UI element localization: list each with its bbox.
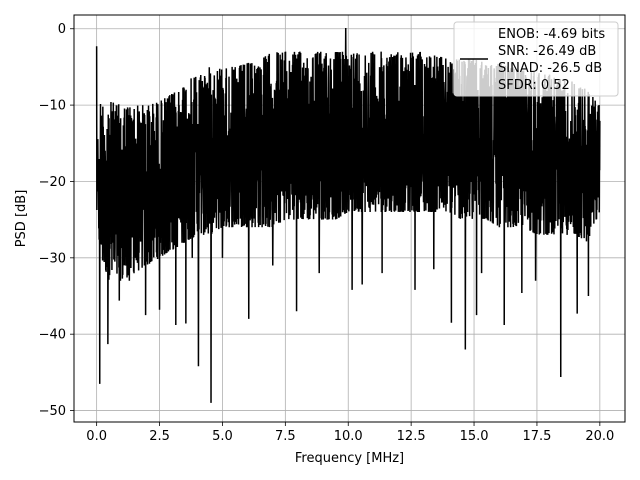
x-tick-label: 5.0 <box>212 429 233 444</box>
x-tick-label: 2.5 <box>149 429 170 444</box>
x-tick-label: 15.0 <box>460 429 489 444</box>
ticks: 0.0 2.5 5.0 7.5 10.0 12.5 15.0 17.5 20.0 0 −10 −20 −… <box>39 22 615 444</box>
legend-sinad: SINAD: -26.5 dB <box>498 61 602 76</box>
x-axis-label: Frequency [MHz] <box>295 451 404 466</box>
y-tick-label: −10 <box>39 99 66 114</box>
legend: ENOB: -4.69 bits SNR: -26.49 dB SINAD: -… <box>453 21 619 97</box>
y-tick-label: −50 <box>39 404 66 419</box>
legend-sfdr: SFDR: 0.52 <box>498 78 570 93</box>
plot-frame <box>73 14 626 423</box>
x-tick-label: 10.0 <box>334 429 363 444</box>
y-tick-label: 0 <box>58 22 66 37</box>
y-tick-label: −30 <box>39 251 66 266</box>
y-axis-label: PSD [dB] <box>14 190 29 248</box>
series-line-psd <box>95 27 601 403</box>
x-tick-label: 12.5 <box>397 429 426 444</box>
x-tick-label: 7.5 <box>275 429 296 444</box>
legend-snr: SNR: -26.49 dB <box>498 44 596 59</box>
y-tick-label: −20 <box>39 175 66 190</box>
x-tick-label: 17.5 <box>522 429 551 444</box>
x-tick-label: 20.0 <box>585 429 614 444</box>
legend-enob: ENOB: -4.69 bits <box>498 27 605 42</box>
y-tick-label: −40 <box>39 328 66 343</box>
legend-box <box>453 21 619 97</box>
x-tick-label: 0.0 <box>86 429 107 444</box>
data-layer <box>95 27 601 403</box>
